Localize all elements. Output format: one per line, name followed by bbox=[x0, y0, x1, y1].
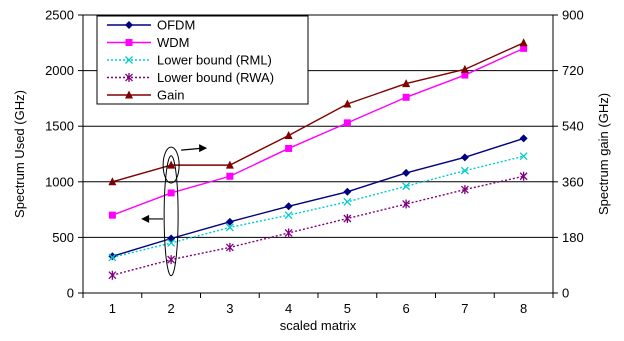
legend-item: OFDM bbox=[107, 18, 195, 33]
data-point bbox=[460, 64, 469, 73]
series-line bbox=[112, 175, 524, 276]
data-point bbox=[108, 270, 117, 280]
data-point bbox=[343, 119, 351, 127]
data-point bbox=[284, 202, 293, 211]
gain-ellipse bbox=[162, 146, 180, 184]
series-gain bbox=[108, 38, 528, 186]
y-left-tick-label: 0 bbox=[67, 286, 74, 301]
x-tick-label: 2 bbox=[168, 301, 175, 316]
data-point bbox=[225, 217, 234, 226]
data-point bbox=[225, 160, 234, 169]
legend-label: Lower bound (RML) bbox=[157, 53, 272, 68]
data-point bbox=[167, 160, 176, 169]
data-point bbox=[461, 71, 469, 79]
x-tick-label: 5 bbox=[344, 301, 351, 316]
data-point bbox=[167, 255, 176, 265]
data-point bbox=[108, 252, 117, 261]
data-point bbox=[460, 153, 469, 162]
y-left-tick-label: 1000 bbox=[45, 174, 74, 189]
data-point bbox=[402, 182, 411, 191]
legend-label: Gain bbox=[157, 88, 184, 103]
data-point bbox=[519, 152, 528, 161]
y-axis-right-title: Spectrum gain (GHz) bbox=[596, 93, 611, 215]
data-point bbox=[108, 177, 117, 186]
y-right-tick-label: 0 bbox=[562, 286, 569, 301]
y-right-tick-label: 540 bbox=[562, 119, 584, 134]
y-left-tick-label: 1500 bbox=[45, 119, 74, 134]
series-line bbox=[112, 137, 524, 257]
data-point bbox=[167, 189, 175, 197]
x-axis-title: scaled matrix bbox=[280, 318, 357, 333]
data-point bbox=[108, 211, 116, 219]
y-right-tick-label: 900 bbox=[562, 8, 584, 23]
series-line bbox=[112, 42, 524, 183]
annotations bbox=[141, 144, 208, 277]
series-lower-bound-rwa bbox=[108, 171, 528, 280]
data-point bbox=[519, 38, 528, 47]
legend-label: Lower bound (RWA) bbox=[157, 70, 274, 85]
arrow-right-head bbox=[199, 144, 208, 153]
data-point bbox=[402, 79, 411, 88]
x-tick-label: 1 bbox=[109, 301, 116, 316]
y-left-tick-label: 2500 bbox=[45, 8, 74, 23]
x-tick-label: 8 bbox=[520, 301, 527, 316]
data-point bbox=[343, 99, 352, 108]
legend-swatch-marker bbox=[125, 73, 133, 82]
data-point bbox=[343, 197, 352, 206]
x-tick-label: 6 bbox=[403, 301, 410, 316]
y-axis-left-title: Spectrum Used (GHz) bbox=[12, 90, 27, 218]
legend: OFDM WDM Lower bound (RML) Lower bound (RWA… bbox=[96, 15, 309, 105]
data-point bbox=[284, 211, 293, 220]
arrow-left-head bbox=[141, 214, 150, 223]
legend-label: WDM bbox=[157, 35, 190, 50]
series-ofdm bbox=[108, 134, 528, 261]
legend-item: Lower bound (RML) bbox=[107, 53, 272, 68]
data-point bbox=[460, 166, 469, 175]
y-left-tick-label: 500 bbox=[52, 230, 74, 245]
y-left-tick-label: 2000 bbox=[45, 63, 74, 78]
series-lower-bound-rml bbox=[108, 152, 528, 262]
spectrum-ellipse bbox=[163, 155, 179, 277]
series-line bbox=[112, 155, 524, 259]
y-right-tick-label: 180 bbox=[562, 230, 584, 245]
data-point bbox=[520, 44, 528, 52]
data-point bbox=[225, 242, 234, 252]
series-line bbox=[112, 47, 524, 216]
data-point bbox=[226, 172, 234, 180]
legend-item: Lower bound (RWA) bbox=[107, 70, 274, 85]
data-point bbox=[460, 185, 469, 195]
data-point bbox=[284, 228, 293, 238]
y-right-tick-label: 360 bbox=[562, 174, 584, 189]
series-wdm bbox=[108, 44, 528, 219]
data-point bbox=[284, 130, 293, 139]
legend-swatch-marker bbox=[125, 56, 133, 64]
legend-swatch-marker bbox=[125, 39, 133, 46]
legend-item: Gain bbox=[107, 88, 184, 103]
data-point bbox=[108, 253, 117, 262]
data-point bbox=[402, 199, 411, 209]
y-right-tick-label: 720 bbox=[562, 63, 584, 78]
data-point bbox=[167, 239, 176, 247]
series-group bbox=[108, 38, 528, 280]
legend-item: WDM bbox=[107, 35, 190, 50]
data-point bbox=[402, 168, 411, 177]
legend-swatch-marker bbox=[125, 21, 133, 29]
x-tick-label: 4 bbox=[285, 301, 292, 316]
legend-label: OFDM bbox=[157, 18, 195, 33]
data-point bbox=[285, 144, 293, 152]
data-point bbox=[519, 134, 528, 143]
data-point bbox=[402, 93, 410, 101]
data-point bbox=[519, 171, 528, 181]
x-tick-label: 3 bbox=[226, 301, 233, 316]
data-point bbox=[225, 223, 234, 232]
tick-labels: 0 500 1000 1500 2000 2500 0 180 360 540 720 900 1 2 3 4… bbox=[45, 8, 584, 317]
x-tick-label: 7 bbox=[461, 301, 468, 316]
data-point bbox=[343, 187, 352, 196]
legend-swatch-marker bbox=[125, 90, 133, 99]
data-point bbox=[343, 213, 352, 223]
